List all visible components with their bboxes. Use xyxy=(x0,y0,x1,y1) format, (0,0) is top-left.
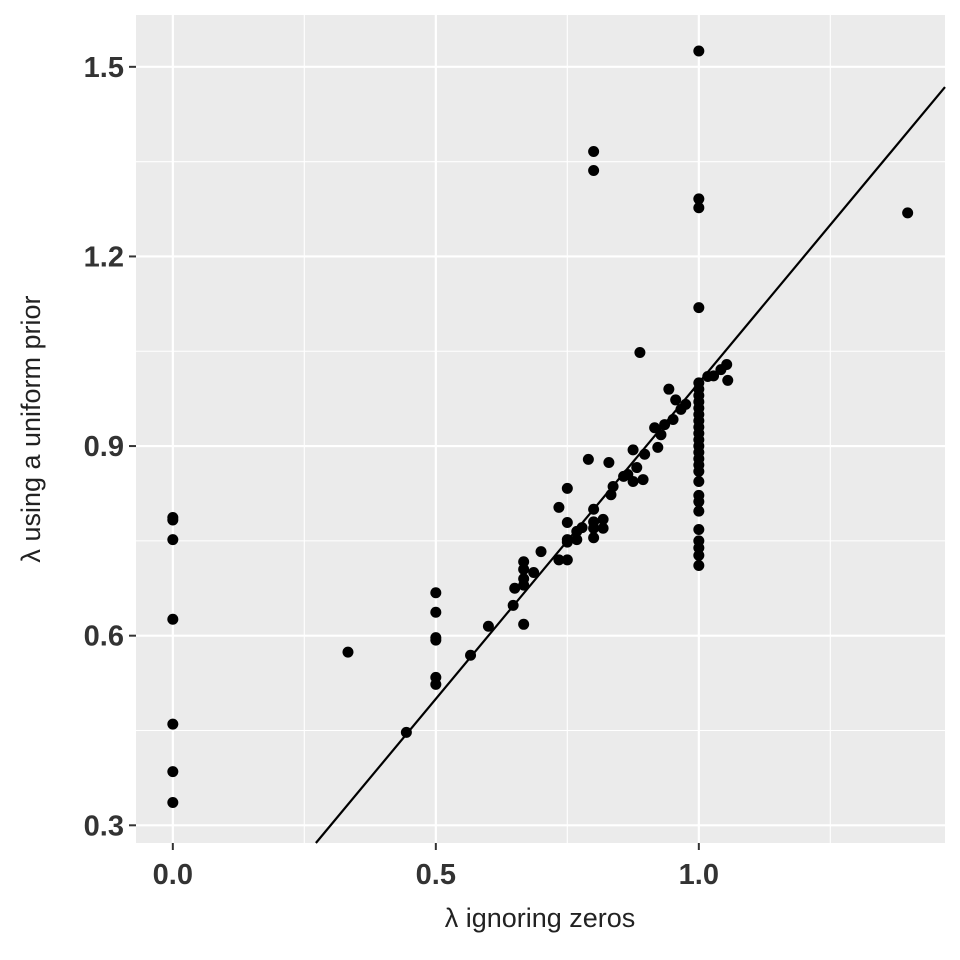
data-point xyxy=(693,505,705,517)
y-tick-label: 0.3 xyxy=(84,810,124,842)
data-point xyxy=(465,649,477,661)
data-point xyxy=(561,482,573,494)
y-tick-label: 0.9 xyxy=(84,431,124,463)
y-tick-label: 1.5 xyxy=(84,52,124,84)
data-point xyxy=(693,475,705,487)
data-point xyxy=(693,549,705,561)
data-point xyxy=(167,766,179,778)
data-point xyxy=(571,534,583,546)
data-point xyxy=(722,374,734,386)
data-point xyxy=(430,634,442,646)
data-point xyxy=(167,613,179,625)
x-tick-label: 1.0 xyxy=(679,859,719,891)
data-point xyxy=(430,587,442,599)
data-point xyxy=(561,517,573,529)
data-point xyxy=(655,429,667,441)
data-point xyxy=(627,475,639,487)
data-point xyxy=(603,456,615,468)
data-point xyxy=(607,481,619,493)
data-point xyxy=(670,394,682,406)
data-point xyxy=(588,164,600,176)
data-point xyxy=(167,718,179,730)
reference-line-group xyxy=(315,86,946,844)
data-point xyxy=(605,489,617,501)
data-point xyxy=(342,646,354,658)
y-axis-title: λ using a uniform prior xyxy=(16,295,46,562)
data-point xyxy=(693,465,705,477)
y-tick-label: 1.2 xyxy=(84,241,124,273)
data-point xyxy=(553,501,565,513)
data-point xyxy=(509,582,521,594)
data-point xyxy=(507,599,519,611)
plot-panel xyxy=(136,15,945,843)
data-point xyxy=(693,45,705,57)
data-point xyxy=(597,513,609,525)
data-point xyxy=(902,207,914,219)
data-point xyxy=(693,523,705,535)
data-point xyxy=(627,444,639,456)
data-point xyxy=(634,347,646,359)
data-point xyxy=(561,536,573,548)
data-point xyxy=(588,146,600,158)
data-point xyxy=(631,462,643,474)
data-point xyxy=(667,414,679,426)
data-point xyxy=(528,566,540,578)
data-point xyxy=(659,419,671,431)
data-point xyxy=(693,202,705,214)
data-point xyxy=(637,474,649,486)
data-point xyxy=(693,496,705,508)
data-point xyxy=(639,448,651,460)
data-point xyxy=(400,726,412,738)
points-group xyxy=(167,45,914,809)
data-point xyxy=(597,522,609,534)
data-point xyxy=(582,453,594,465)
x-tick-label: 0.0 xyxy=(153,859,193,891)
data-point xyxy=(518,556,530,568)
data-point xyxy=(576,522,588,534)
data-point xyxy=(430,678,442,690)
x-tick-label: 0.5 xyxy=(416,859,456,891)
data-point xyxy=(430,606,442,618)
data-point xyxy=(693,542,705,554)
data-point xyxy=(663,383,675,395)
data-point xyxy=(708,370,720,382)
data-point xyxy=(167,514,179,526)
data-point xyxy=(561,554,573,566)
y-tick-label: 0.6 xyxy=(84,621,124,653)
data-point xyxy=(167,797,179,809)
data-point xyxy=(649,422,661,434)
data-point xyxy=(553,554,565,566)
data-point xyxy=(652,441,664,453)
reference-line xyxy=(315,86,946,844)
data-point xyxy=(518,563,530,575)
data-point xyxy=(693,302,705,314)
data-point xyxy=(588,522,600,534)
data-point xyxy=(721,359,733,371)
gridlines xyxy=(136,15,945,843)
data-point xyxy=(588,532,600,544)
data-point xyxy=(680,398,692,410)
data-point xyxy=(693,193,705,205)
data-point xyxy=(693,560,705,572)
data-point xyxy=(535,546,547,558)
data-point xyxy=(482,620,494,632)
ticks-group: 0.0 0.5 1.0 0.3 0.6 0.9 1.2 1.5 xyxy=(84,52,719,891)
data-point xyxy=(588,503,600,515)
data-point xyxy=(518,579,530,591)
data-point xyxy=(518,618,530,630)
x-axis-title: λ ignoring zeros xyxy=(445,903,636,933)
data-point xyxy=(167,534,179,546)
